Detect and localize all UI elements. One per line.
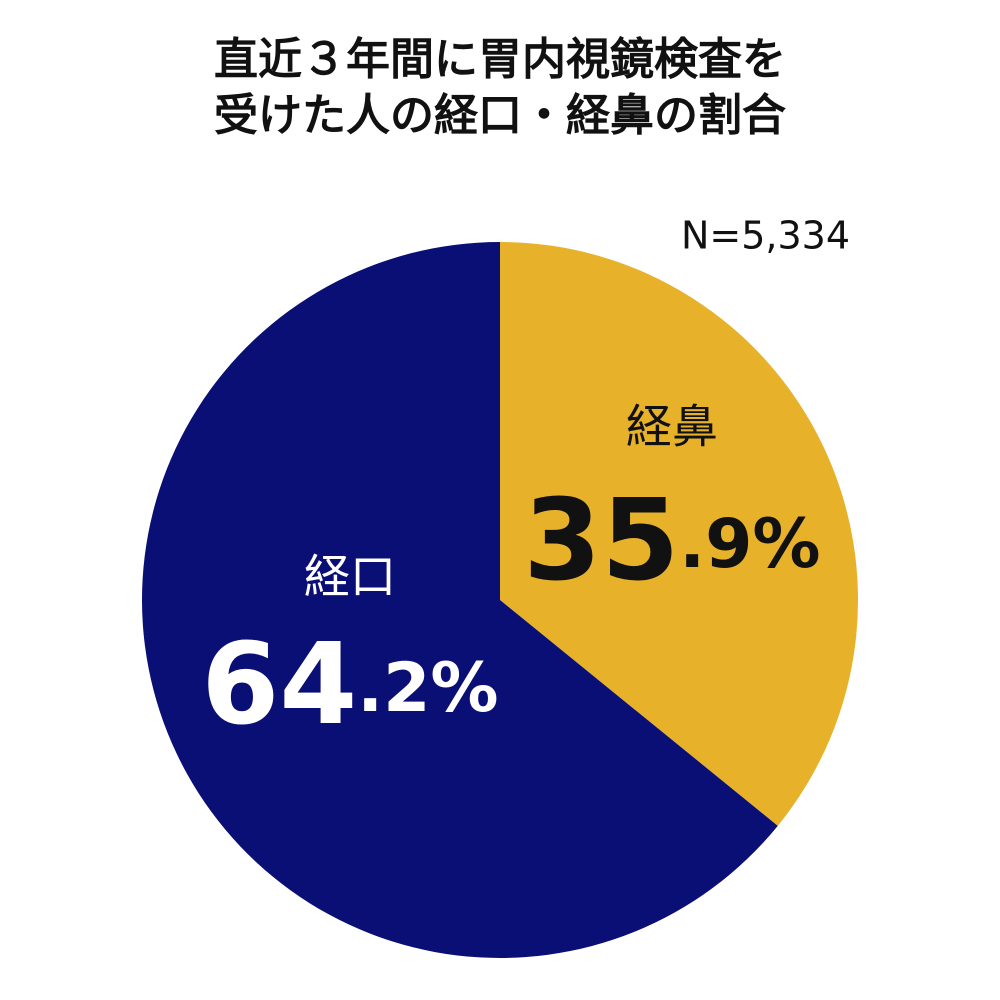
slice-category: 経口 (304, 550, 396, 604)
chart-title: 受けた人の経口・経鼻の割合 (214, 90, 786, 141)
slice-category: 経鼻 (626, 400, 718, 454)
pie-slice (141, 242, 778, 958)
slice-value-label: 35.9% (523, 476, 820, 606)
pie-slice (500, 242, 858, 826)
chart-title: 直近３年間に胃内視鏡検査を (214, 34, 786, 85)
sample-note: N=5,334 (681, 214, 850, 258)
slice-value-label: 64.2% (201, 620, 498, 750)
